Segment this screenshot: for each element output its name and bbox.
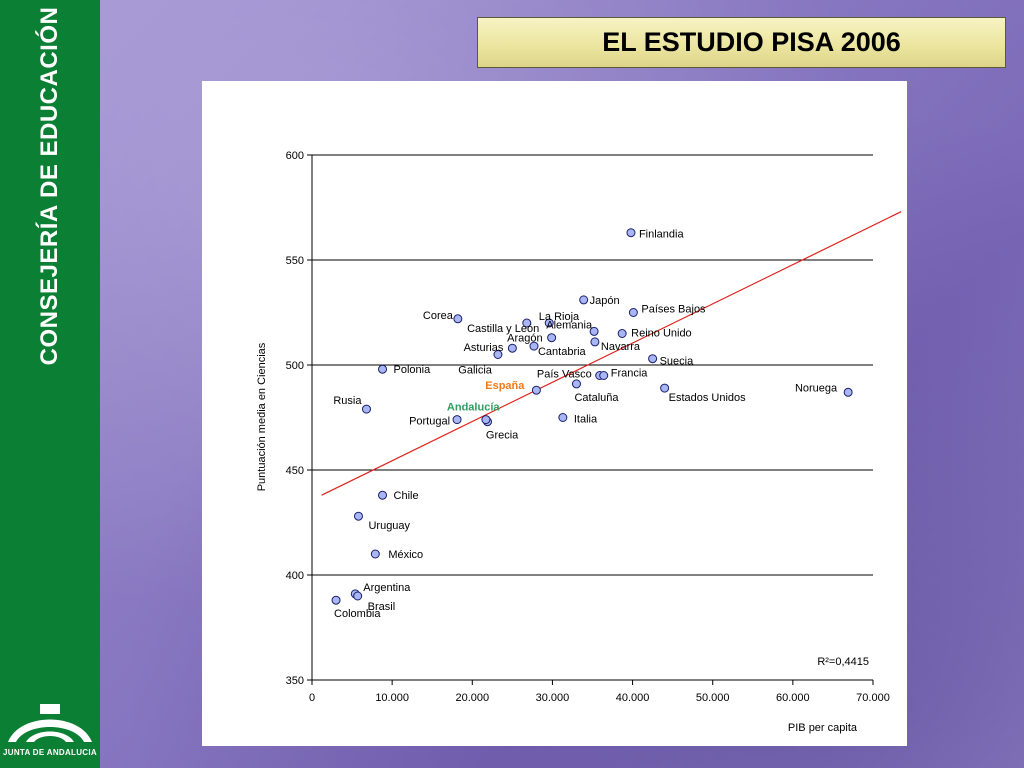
x-tick-label: 30.000: [536, 692, 570, 704]
trend-line: [321, 211, 902, 496]
data-label-colombia: Colombia: [334, 608, 381, 620]
axes: 350 400 450 500 550 600 0 10.000 20.000 30.000 40.…: [286, 150, 890, 704]
chart-panel: 350 400 450 500 550 600 0 10.000 20.000 30.000 40.…: [202, 81, 907, 746]
page-title: EL ESTUDIO PISA 2006: [602, 27, 901, 57]
data-label-castilla-y-leon: Castilla y León: [467, 323, 539, 335]
data-point-alemania: [589, 326, 599, 336]
data-point-galicia: [493, 350, 503, 359]
data-point-francia: [599, 371, 609, 380]
data-label-la-rioja: La Rioja: [539, 311, 580, 323]
data-label-cantabria: Cantabria: [538, 346, 587, 358]
data-point-castilla-y-leon: [544, 318, 554, 328]
y-tick-label: 350: [286, 675, 304, 687]
data-label-pais-vasco: País Vasco: [537, 369, 592, 381]
r2-label: R²=0,4415: [817, 656, 869, 668]
data-label-asturias: Asturias: [464, 342, 504, 354]
x-tick-label: 20.000: [455, 692, 489, 704]
data-label-argentina: Argentina: [363, 582, 411, 594]
data-point-polonia: [378, 364, 388, 374]
data-label-brasil: Brasil: [368, 601, 396, 613]
data-label-finlandia: Finlandia: [639, 229, 685, 241]
y-tick-label: 450: [286, 465, 304, 477]
data-label-uruguay: Uruguay: [368, 520, 410, 532]
data-label-noruega: Noruega: [795, 382, 838, 394]
y-tick-label: 500: [286, 360, 304, 372]
data-label-rusia: Rusia: [333, 395, 362, 407]
data-point-japon: [579, 295, 589, 305]
data-point-navarra: [590, 337, 600, 347]
data-point-mexico: [370, 549, 380, 559]
data-point-portugal: [452, 415, 462, 425]
data-label-espana: España: [485, 380, 525, 392]
data-points: [331, 228, 853, 605]
x-tick-label: 50.000: [696, 692, 730, 704]
data-point-estados-unidos: [660, 383, 670, 393]
data-point-colombia: [331, 595, 341, 605]
data-label-francia: Francia: [611, 368, 649, 380]
data-label-polonia: Polonia: [394, 364, 432, 376]
data-point-aragon: [547, 333, 557, 343]
data-point-italia: [558, 413, 568, 422]
data-point-chile: [378, 490, 388, 500]
x-tick-label: 0: [309, 692, 315, 704]
data-point-rusia: [361, 404, 371, 414]
data-point-brasil: [353, 591, 363, 601]
data-point-reino-unido: [617, 329, 627, 338]
data-label-cataluna: Cataluña: [574, 392, 619, 404]
data-label-alemania: Alemania: [546, 319, 593, 331]
x-tick-label: 10.000: [375, 692, 409, 704]
data-label-reino-unido: Reino Unido: [631, 328, 692, 340]
data-point-uruguay: [353, 511, 363, 521]
data-point-noruega: [843, 387, 853, 397]
data-point-cantabria: [529, 341, 539, 351]
x-tick-label: 60.000: [776, 692, 810, 704]
data-point-paises-bajos: [628, 308, 638, 317]
data-point-espana: [531, 385, 541, 395]
data-label-galicia: Galicia: [458, 365, 493, 377]
data-point-finlandia: [626, 228, 636, 238]
regression-line: [321, 211, 902, 496]
junta-logo-icon: [8, 704, 92, 742]
x-tick-label: 70.000: [856, 692, 890, 704]
y-axis-label: Puntuación media en Ciencias: [256, 342, 268, 491]
data-point-corea: [453, 314, 463, 324]
data-label-corea: Corea: [423, 310, 454, 322]
title-box: EL ESTUDIO PISA 2006: [477, 17, 1006, 68]
y-tick-label: 600: [286, 150, 304, 162]
data-label-japon: Japón: [590, 295, 620, 307]
scatter-chart: 350 400 450 500 550 600 0 10.000 20.000 30.000 40.…: [256, 150, 902, 734]
grid-lines: [312, 154, 873, 576]
data-point-la-rioja: [522, 318, 532, 328]
logo-caption: JUNTA DE ANDALUCIA: [3, 748, 97, 757]
data-point-suecia: [648, 354, 658, 364]
sidebar: CONSEJERÍA DE EDUCACIÓN JUNTA DE ANDALUC…: [0, 0, 100, 768]
y-tick-label: 550: [286, 255, 304, 267]
data-label-estados-unidos: Estados Unidos: [669, 392, 747, 404]
data-label-italia: Italia: [574, 414, 598, 426]
data-label-navarra: Navarra: [601, 341, 641, 353]
data-label-aragon: Aragón: [507, 333, 542, 345]
data-label-mexico: México: [388, 549, 423, 561]
x-axis-label: PIB per capita: [788, 722, 858, 734]
data-label-grecia: Grecia: [486, 430, 519, 442]
data-point-grecia: [481, 415, 491, 425]
data-label-paises-bajos: Países Bajos: [641, 304, 706, 316]
data-label-andalucia: Andalucía: [447, 402, 500, 414]
data-point-cataluna: [571, 379, 581, 389]
sidebar-title: CONSEJERÍA DE EDUCACIÓN: [36, 6, 63, 366]
data-label-chile: Chile: [394, 490, 419, 502]
data-point-asturias: [507, 343, 517, 353]
data-label-suecia: Suecia: [660, 356, 695, 368]
x-tick-label: 40.000: [616, 692, 650, 704]
data-label-portugal: Portugal: [409, 416, 450, 428]
y-tick-label: 400: [286, 570, 304, 582]
